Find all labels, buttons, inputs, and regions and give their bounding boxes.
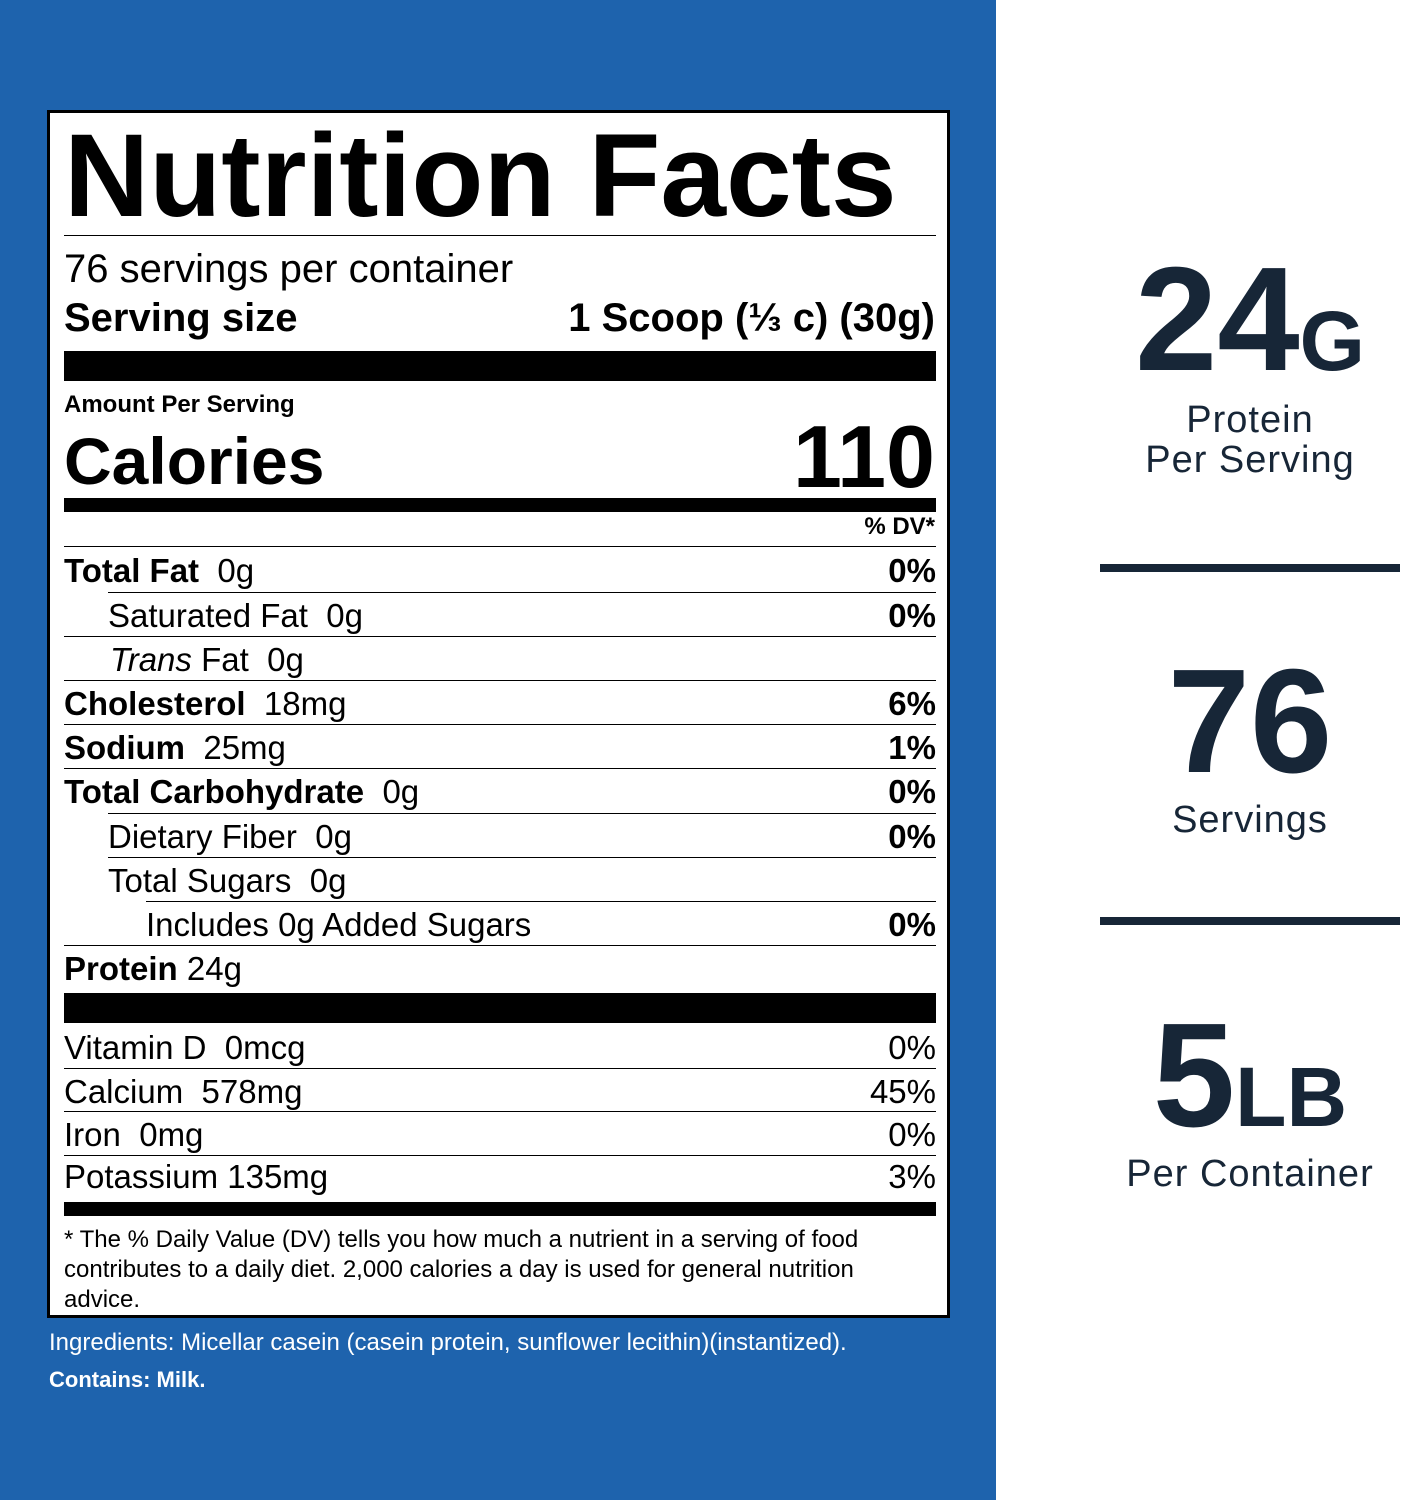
divider [64, 546, 936, 547]
vitamin-dv: 0% [888, 1113, 936, 1157]
nutrient-row-cholesterol: Cholesterol 18mg 6% [64, 682, 936, 726]
nutrient-dv: 6% [888, 682, 936, 726]
serving-size-label: Serving size [64, 296, 297, 340]
divider [64, 1111, 936, 1112]
vitamin-name: Vitamin D [64, 1029, 206, 1066]
nutrient-amount: 0g [315, 818, 352, 855]
vitamin-name: Iron [64, 1116, 121, 1153]
stat-caption: Servings [1100, 800, 1400, 840]
nutrient-name: Includes 0g Added Sugars [146, 903, 531, 947]
stat-servings: 76 Servings [1100, 648, 1400, 840]
vitamin-amount: 578mg [202, 1073, 303, 1110]
nutrient-amount: 24g [187, 950, 242, 987]
nutrient-row-added-sugars: Includes 0g Added Sugars 0% [64, 903, 936, 947]
stat-weight: 5LB Per Container [1100, 1002, 1400, 1194]
divider [64, 768, 936, 769]
divider [64, 724, 936, 725]
nutrient-name: Total Carbohydrate [64, 773, 364, 810]
nutrient-dv: 0% [888, 903, 936, 947]
nutrient-dv: 1% [888, 726, 936, 770]
dv-header: % DV* [864, 513, 935, 541]
stat-divider [1100, 917, 1400, 925]
nutrient-amount: 25mg [203, 729, 286, 766]
nutrient-amount: 0g [382, 773, 419, 810]
divider [64, 680, 936, 681]
nutrient-name: Saturated Fat [108, 597, 308, 634]
vitamin-dv: 45% [870, 1070, 936, 1114]
nutrient-row-sodium: Sodium 25mg 1% [64, 726, 936, 770]
allergen-statement: Contains: Milk. [49, 1366, 205, 1394]
nutrient-row-saturated-fat: Saturated Fat 0g 0% [64, 594, 936, 638]
vitamin-dv: 3% [888, 1155, 936, 1199]
vitamin-name: Calcium [64, 1073, 183, 1110]
stat-caption-line2: Per Serving [1100, 440, 1400, 480]
nutrient-name: Protein [64, 950, 178, 987]
nutrient-dv: 0% [888, 815, 936, 859]
nutrient-row-dietary-fiber: Dietary Fiber 0g 0% [64, 815, 936, 859]
nutrient-row-total-fat: Total Fat 0g 0% [64, 549, 936, 593]
nutrient-row-protein: Protein 24g [64, 947, 936, 991]
nutrient-name: Cholesterol [64, 685, 246, 722]
nutrient-amount: 0g [310, 862, 347, 899]
thick-divider [64, 993, 936, 1023]
nutrient-row-trans-fat: Trans Fat 0g [64, 638, 936, 682]
divider [64, 945, 936, 946]
vitamin-amount: 0mg [139, 1116, 203, 1153]
nutrient-name-italic: Trans [110, 641, 192, 678]
vitamin-row-potassium: Potassium 135mg 3% [64, 1155, 936, 1199]
divider [64, 636, 936, 637]
stat-unit: LB [1235, 1050, 1347, 1144]
nutrient-dv: 0% [888, 549, 936, 593]
stat-divider [1100, 564, 1400, 572]
stat-number: 24 [1135, 237, 1300, 402]
stat-number: 76 [1168, 639, 1333, 804]
nutrient-name: Sodium [64, 729, 185, 766]
vitamin-row-vitamin-d: Vitamin D 0mcg 0% [64, 1026, 936, 1070]
nutrient-name: Dietary Fiber [108, 818, 297, 855]
nutrient-name: Total Sugars [108, 862, 291, 899]
amount-per-serving: Amount Per Serving [64, 391, 295, 419]
divider [64, 235, 936, 236]
stat-caption: Protein [1100, 400, 1400, 440]
nutrient-amount: 0g [217, 552, 254, 589]
divider [108, 857, 936, 858]
divider [146, 901, 936, 902]
nutrient-dv: 0% [888, 770, 936, 814]
nutrient-amount: 0g [267, 641, 304, 678]
nutrient-dv: 0% [888, 594, 936, 638]
stat-protein: 24G Protein Per Serving [1100, 246, 1400, 480]
calories-value: 110 [793, 413, 935, 501]
vitamin-row-calcium: Calcium 578mg 45% [64, 1070, 936, 1114]
thick-divider [64, 351, 936, 381]
divider [108, 813, 936, 814]
serving-size-value: 1 Scoop (⅓ c) (30g) [568, 296, 935, 340]
vitamin-name: Potassium [64, 1158, 218, 1195]
nutrient-amount: 0g [326, 597, 363, 634]
blue-panel: Nutrition Facts 76 servings per containe… [0, 0, 996, 1500]
stat-unit: G [1300, 294, 1365, 388]
stat-caption: Per Container [1100, 1154, 1400, 1194]
label-title: Nutrition Facts [64, 117, 897, 235]
nutrition-facts-label: Nutrition Facts 76 servings per containe… [47, 110, 950, 1318]
nutrient-amount: 18mg [264, 685, 347, 722]
calories-label: Calories [64, 425, 324, 497]
nutrient-row-total-carbohydrate: Total Carbohydrate 0g 0% [64, 770, 936, 814]
ingredients-text: Ingredients: Micellar casein (casein pro… [49, 1328, 847, 1358]
vitamin-dv: 0% [888, 1026, 936, 1070]
medium-divider [64, 1202, 936, 1216]
servings-per-container: 76 servings per container [64, 247, 513, 291]
dv-footnote: * The % Daily Value (DV) tells you how m… [64, 1225, 934, 1315]
stat-number: 5 [1153, 993, 1235, 1158]
nutrient-row-total-sugars: Total Sugars 0g [64, 859, 936, 903]
divider [64, 1068, 936, 1069]
medium-divider [64, 498, 936, 512]
nutrient-name: Fat [201, 641, 249, 678]
vitamin-amount: 135mg [227, 1158, 328, 1195]
vitamin-amount: 0mcg [225, 1029, 306, 1066]
divider [108, 592, 936, 593]
nutrient-name: Total Fat [64, 552, 199, 589]
vitamin-row-iron: Iron 0mg 0% [64, 1113, 936, 1157]
